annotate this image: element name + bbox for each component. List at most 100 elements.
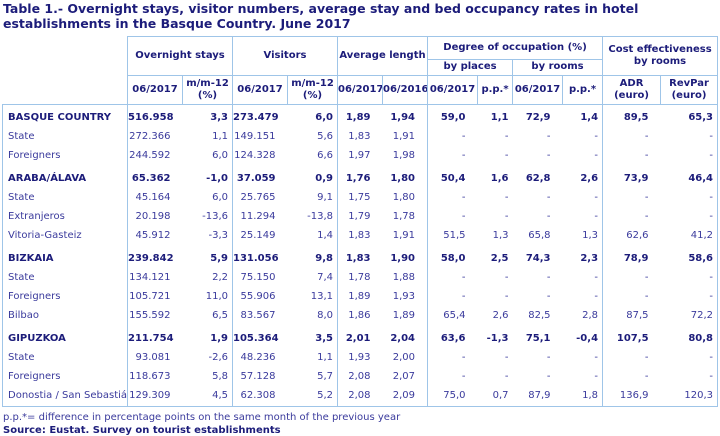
column-header: 06/2017 [127, 74, 183, 105]
data-cell: - [504, 192, 509, 204]
data-cell: 2,01 [345, 333, 371, 345]
row-label: BIZKAIA [2, 245, 128, 269]
table-title: Table 1.- Overnight stays, visitor numbe… [3, 1, 639, 31]
data-cell: - [660, 348, 719, 368]
data-cell: 1,4 [287, 226, 338, 246]
column-header: 06/2017 [232, 74, 288, 105]
row-label: Bilbao [2, 306, 128, 326]
data-cell: - [504, 150, 509, 162]
data-cell: - [644, 291, 649, 303]
data-cell: 48.236 [240, 352, 276, 364]
data-cell: 45.164 [135, 192, 171, 204]
data-cell: 1,76 [345, 173, 371, 185]
data-cell: - [546, 291, 551, 303]
data-cell: 516.958 [128, 112, 174, 124]
data-cell: - [660, 207, 719, 227]
data-cell: 2,3 [562, 245, 604, 269]
data-cell: 65,8 [528, 230, 551, 242]
source-line: Source: Eustat. Survey on tourist establ… [3, 425, 281, 436]
data-cell: 1,1 [182, 127, 233, 147]
data-cell: 1,91 [382, 226, 429, 246]
data-cell: 20.198 [135, 211, 171, 223]
data-cell: - [546, 150, 551, 162]
table-row-section: ARABA/ÁLAVA 65.362 -1,0 37.059 0,9 1,76 1,80 50… [2, 165, 719, 189]
data-cell: 55.906 [240, 291, 276, 303]
data-cell: 87,9 [512, 386, 563, 407]
data-cell: 2,2 [182, 268, 233, 288]
table-row-section: BIZKAIA 239.842 5,9 131.056 9,8 1,83 1,90 58,0 2… [2, 245, 719, 269]
data-cell: - [461, 192, 466, 204]
table-row-section: BASQUE COUNTRY 516.958 3,3 273.479 6,0 1,89 1,… [2, 104, 719, 128]
data-cell: 9,8 [287, 245, 338, 269]
data-cell: - [562, 146, 604, 166]
data-cell: 1,83 [348, 131, 371, 143]
data-cell: - [562, 367, 604, 387]
data-cell: 105.721 [129, 291, 171, 303]
data-cell: -0,4 [562, 325, 604, 349]
table-row-section: GIPUZKOA 211.754 1,9 105.364 3,5 2,01 2,04 63,6… [2, 325, 719, 349]
data-cell: - [546, 192, 551, 204]
data-cell: 134.121 [129, 272, 171, 284]
data-cell: 2,07 [382, 367, 429, 387]
data-cell: - [461, 131, 466, 143]
row-label: State [2, 348, 128, 368]
data-cell: - [461, 150, 466, 162]
data-cell: 3,5 [287, 325, 338, 349]
data-cell: 3,3 [182, 104, 233, 128]
data-cell: 1,83 [348, 230, 371, 242]
data-cell: 45.912 [135, 230, 171, 242]
data-cell: 65,4 [443, 310, 466, 322]
data-cell: 211.754 [128, 333, 174, 345]
data-cell: - [546, 211, 551, 223]
data-cell: 155.592 [129, 310, 171, 322]
data-cell: 118.673 [129, 371, 171, 383]
data-cell: 25.765 [240, 192, 276, 204]
data-cell: - [644, 211, 649, 223]
data-cell: 73,9 [623, 173, 649, 185]
data-cell: 1,79 [348, 211, 371, 223]
data-cell: - [660, 287, 719, 307]
data-cell: 1,9 [182, 325, 233, 349]
table-header: Overnight stays Visitors Average length … [2, 35, 719, 105]
data-cell: 1,4 [562, 104, 604, 128]
data-cell: 78,9 [623, 253, 649, 265]
data-cell: 11,0 [182, 287, 233, 307]
data-cell: 6,0 [287, 104, 338, 128]
data-cell: - [546, 352, 551, 364]
data-cell: 5,8 [182, 367, 233, 387]
data-cell: 37.059 [236, 173, 276, 185]
data-cell: 1,80 [382, 188, 429, 208]
data-cell: 65.362 [131, 173, 171, 185]
data-cell: - [660, 367, 719, 387]
data-cell: 1,94 [382, 104, 429, 128]
data-cell: 272.366 [129, 131, 171, 143]
data-cell: 8,0 [287, 306, 338, 326]
data-cell: - [504, 131, 509, 143]
data-cell: - [461, 352, 466, 364]
data-cell: 1,93 [348, 352, 371, 364]
sub-header-by-places: by places [427, 58, 514, 76]
table-row: Foreigners 244.592 6,0 124.328 6,6 1,97 1,98- -… [2, 146, 719, 166]
table-row: Foreigners 105.721 11,0 55.906 13,1 1,89 1,93 -… [2, 287, 719, 307]
table-row: State 272.366 1,1 149.151 5,6 1,83 1,91- - - - - - [2, 127, 719, 147]
data-cell: 93.081 [135, 352, 171, 364]
data-cell: 62.308 [232, 386, 288, 407]
group-header-visitors: Visitors [232, 35, 338, 76]
data-cell: 105.364 [233, 333, 279, 345]
data-cell: - [546, 272, 551, 284]
data-cell: 1,1 [490, 112, 509, 124]
data-cell: 0,9 [287, 165, 338, 189]
data-cell: 59,0 [440, 112, 466, 124]
data-cell: 129.309 [127, 386, 183, 407]
data-cell: 131.056 [233, 253, 279, 265]
table-row: Bilbao 155.592 6,5 83.567 8,0 1,86 1,89 65,4 2,6… [2, 306, 719, 326]
group-header-cost-effectiveness: Cost effectiveness by rooms [602, 35, 719, 76]
data-cell: 63,6 [440, 333, 466, 345]
table-row: State 134.121 2,2 75.150 7,4 1,78 1,88- - - - - - [2, 268, 719, 288]
data-cell: -13,8 [287, 207, 338, 227]
table-row: Vitoria-Gasteiz 45.912 -3,3 25.149 1,4 1,83 1,… [2, 226, 719, 246]
data-cell: 244.592 [129, 150, 171, 162]
table-row: Foreigners 118.673 5,8 57.128 5,7 2,08 2,07- - -… [2, 367, 719, 387]
data-cell: 58,0 [440, 253, 466, 265]
